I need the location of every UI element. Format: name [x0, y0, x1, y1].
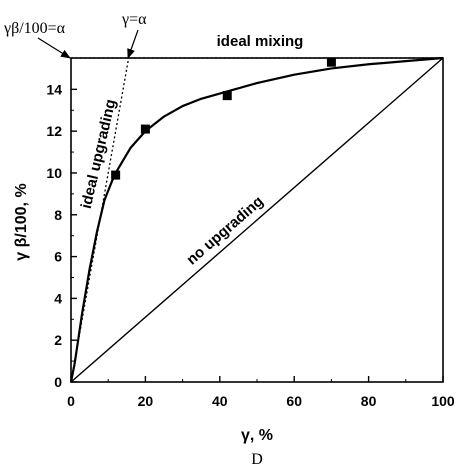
y-tick-label: 8 [54, 207, 62, 223]
x-tick-label: 0 [67, 393, 75, 409]
plot-layer: 0 20 40 60 80 100 0 2 4 6 8 10 12 14 [46, 56, 455, 409]
y-tick-label: 12 [46, 123, 62, 139]
no-upgrading-line [70, 57, 444, 383]
ideal-mixing-arrow [37, 37, 71, 59]
x-tick-label: 60 [286, 393, 302, 409]
y-tick-label: 4 [54, 290, 62, 306]
x-tick-label: 80 [361, 393, 377, 409]
y-axis-label: γ β/100, % [13, 183, 30, 260]
x-tick-label: 100 [431, 393, 455, 409]
y-tick-label: 14 [46, 81, 62, 97]
y-tick-label: 2 [54, 332, 62, 348]
x-tick-label: 20 [138, 393, 154, 409]
data-point-marker [111, 170, 121, 180]
x-tick-label: 40 [212, 393, 228, 409]
fitted-curve [69, 56, 444, 383]
figure-caption: D [251, 451, 263, 468]
y-tick-label: 6 [54, 249, 62, 265]
ideal-mixing-formula-label: γβ/100=α [3, 20, 66, 37]
plot-frame [70, 57, 444, 383]
data-point-marker [222, 91, 232, 101]
data-point-marker [140, 124, 150, 134]
x-axis-label: γ, % [241, 427, 273, 444]
ideal-upgrading-label: ideal upgrading [78, 98, 120, 211]
y-tick-label: 0 [54, 374, 62, 390]
ideal-upgrading-arrow [127, 29, 139, 59]
ideal-mixing-label: ideal mixing [217, 33, 304, 50]
data-point-marker [326, 57, 336, 67]
y-tick-label: 10 [46, 165, 62, 181]
ideal-upgrading-formula-label: γ=α [121, 11, 147, 28]
no-upgrading-label: no upgrading [183, 193, 266, 269]
